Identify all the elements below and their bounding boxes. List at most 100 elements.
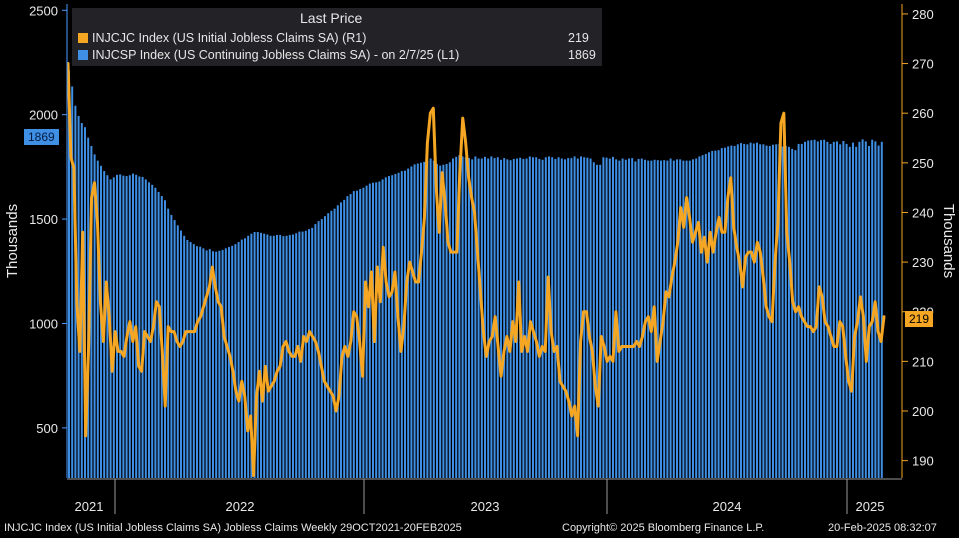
- continuing-claims-bar: [724, 147, 726, 478]
- continuing-claims-bar: [141, 176, 144, 478]
- continuing-claims-bar: [496, 157, 499, 478]
- continuing-claims-bar: [439, 165, 442, 478]
- legend-item-initial-claims: INJCJC Index (US Initial Jobless Claims …: [78, 30, 589, 46]
- continuing-claims-bar: [164, 200, 166, 478]
- continuing-claims-bar: [90, 145, 93, 479]
- right-axis-title: Thousands: [940, 204, 957, 278]
- continuing-claims-bar: [218, 250, 221, 478]
- continuing-claims-bar: [93, 154, 96, 478]
- continuing-claims-bar: [308, 229, 310, 478]
- left-axis-tick-label: 1500: [29, 212, 58, 227]
- continuing-claims-bar: [260, 232, 262, 478]
- x-axis-tick-label: 2025: [856, 499, 885, 514]
- continuing-claims-bar: [288, 234, 291, 478]
- continuing-claims-bar: [487, 158, 490, 478]
- continuing-claims-bar: [871, 139, 874, 479]
- continuing-claims-bar: [506, 159, 509, 479]
- right-axis-tick-label: 210: [912, 354, 934, 369]
- continuing-claims-bar: [688, 160, 691, 479]
- continuing-claims-bar: [247, 235, 250, 478]
- continuing-claims-bar: [176, 225, 179, 478]
- continuing-claims-bar: [157, 191, 160, 478]
- continuing-claims-bar: [484, 156, 486, 478]
- continuing-claims-bar: [388, 176, 390, 478]
- continuing-claims-bar: [720, 148, 723, 478]
- continuing-claims-bar: [711, 151, 714, 478]
- right-axis-tick-label: 200: [912, 404, 934, 419]
- right-axis-tick-label: 270: [912, 57, 934, 72]
- continuing-claims-bar: [253, 232, 256, 478]
- continuing-claims-bar: [624, 159, 627, 478]
- left-last-value-tag: 1869: [24, 129, 59, 145]
- continuing-claims-bar: [532, 157, 534, 478]
- continuing-claims-bar: [304, 230, 307, 478]
- continuing-claims-bar: [676, 159, 678, 479]
- continuing-claims-bar: [762, 144, 765, 478]
- continuing-claims-bar: [791, 148, 794, 478]
- continuing-claims-bar: [125, 176, 128, 478]
- continuing-claims-bar: [842, 140, 845, 479]
- continuing-claims-bar: [768, 145, 771, 479]
- continuing-claims-bar: [631, 158, 634, 478]
- continuing-claims-bar: [285, 235, 288, 478]
- continuing-claims-bar: [365, 185, 368, 479]
- continuing-claims-bar: [448, 162, 451, 478]
- continuing-claims-bar: [743, 143, 746, 478]
- continuing-claims-bar: [208, 249, 211, 478]
- continuing-claims-bar: [554, 158, 557, 478]
- continuing-claims-bar: [695, 158, 698, 478]
- axes: 5001000150020002500Thousands190200210220…: [4, 3, 957, 514]
- continuing-claims-bar: [240, 239, 243, 478]
- continuing-claims-bar: [589, 158, 592, 478]
- continuing-claims-bar: [528, 156, 531, 478]
- continuing-claims-bar: [205, 250, 208, 478]
- continuing-claims-bar: [474, 156, 477, 478]
- continuing-claims-bar: [442, 164, 445, 478]
- continuing-claims-bar: [605, 157, 608, 478]
- continuing-claims-bar: [148, 182, 150, 478]
- continuing-claims-bar: [71, 86, 74, 478]
- continuing-claims-bar: [644, 159, 646, 478]
- continuing-claims-bar: [436, 163, 438, 478]
- continuing-claims-bar: [775, 144, 778, 478]
- continuing-claims-bar: [266, 234, 269, 478]
- legend-item-continuing-claims: INJCSP Index (US Continuing Jobless Clai…: [78, 47, 596, 63]
- continuing-claims-bar: [877, 145, 880, 478]
- legend-header: Last Price: [300, 10, 363, 26]
- continuing-claims-bar: [557, 157, 560, 478]
- x-axis-tick-label: 2021: [75, 499, 104, 514]
- left-axis-tick-label: 2000: [29, 108, 58, 123]
- right-last-value-tag: 219: [905, 311, 934, 327]
- continuing-claims-bar: [381, 179, 384, 478]
- continuing-claims-bar: [868, 145, 870, 479]
- continuing-claims-bar: [848, 146, 851, 478]
- continuing-claims-bar: [420, 162, 422, 478]
- continuing-claims-bar: [839, 144, 842, 478]
- continuing-claims-bar: [580, 156, 582, 478]
- continuing-claims-bar: [330, 210, 333, 478]
- continuing-claims-bar: [407, 168, 410, 479]
- continuing-claims-bar: [573, 156, 576, 478]
- left-axis-title: Thousands: [4, 204, 21, 278]
- continuing-claims-bar: [596, 164, 598, 478]
- footer-timestamp: 20-Feb-2025 08:32:07: [828, 522, 937, 534]
- continuing-claims-bar: [717, 150, 720, 479]
- continuing-claims-bar: [368, 183, 371, 478]
- continuing-claims-bar: [77, 115, 80, 479]
- continuing-claims-bar: [212, 251, 214, 478]
- continuing-claims-bar: [464, 157, 467, 478]
- continuing-claims-bar: [576, 158, 579, 478]
- continuing-claims-bar: [112, 177, 115, 478]
- continuing-claims-bar: [173, 220, 176, 478]
- continuing-claims-bar: [804, 141, 806, 478]
- continuing-claims-bar: [154, 187, 157, 478]
- continuing-claims-bar: [272, 235, 275, 478]
- continuing-claims-bar: [551, 157, 554, 478]
- continuing-claims-bar: [189, 242, 192, 478]
- continuing-claims-bar: [378, 181, 381, 479]
- continuing-claims-bar: [634, 161, 637, 478]
- x-axis-tick-label: 2023: [471, 499, 500, 514]
- continuing-claims-bar: [410, 166, 413, 478]
- continuing-claims-bar: [727, 146, 730, 478]
- continuing-claims-bar: [592, 162, 595, 478]
